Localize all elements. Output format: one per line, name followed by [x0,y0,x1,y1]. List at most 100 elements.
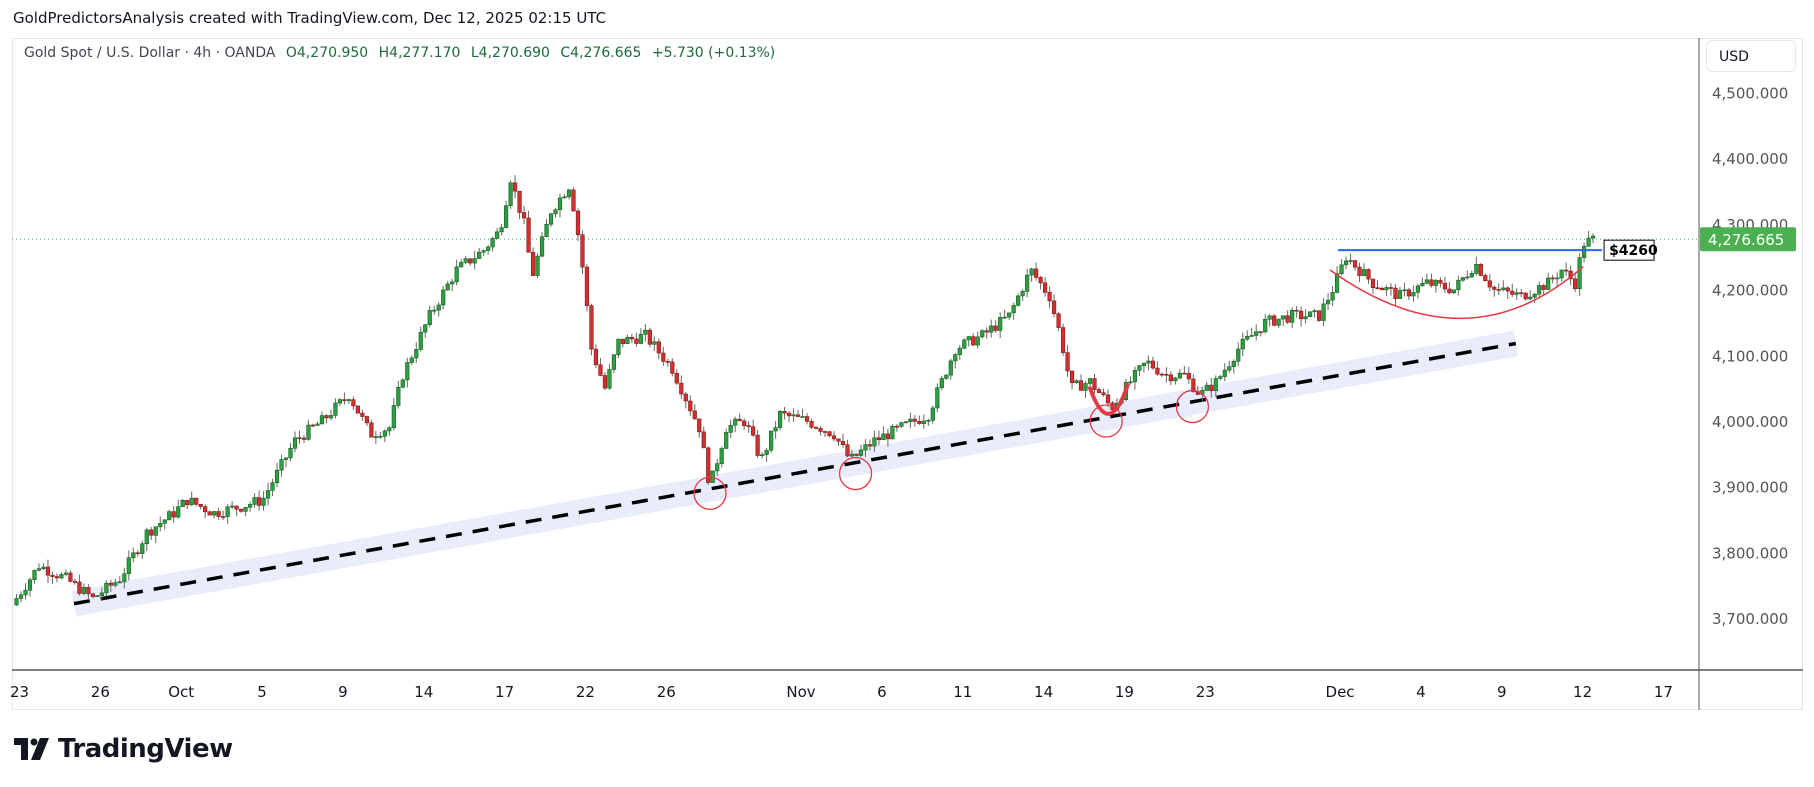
candle-down [1155,367,1160,375]
candle-up [1173,377,1178,382]
candle-down [185,500,190,506]
candle-down [634,338,639,344]
price-tick-label: 4,400.000 [1712,150,1788,168]
candle-up [427,310,432,326]
candle-up [23,589,28,596]
candle-down [1060,327,1066,353]
candle-up [1308,311,1313,318]
candle-up [274,469,280,484]
candle-down [1483,275,1488,282]
chart-panel[interactable] [12,38,1803,710]
candle-up [283,457,289,460]
candle-up [980,330,985,338]
candle-down [831,435,837,440]
tradingview-logo-icon [14,738,49,760]
candle-down [171,511,176,518]
candle-up [95,595,100,597]
candle-up [486,246,491,251]
candle-up [773,427,778,432]
candle-down [526,217,531,253]
candle-down [234,505,239,510]
candle-up [1240,338,1245,350]
change-value: +5.730 (+0.13%) [651,45,776,61]
candle-down [355,405,360,414]
candle-down [203,506,208,513]
candle-up [1325,299,1331,305]
time-axis[interactable]: 23 26 Oct 5 9 14 17 22 26 Nov 6 11 14 19 23 Dec 4 9 12 17 [10,683,1673,701]
candle-up [863,444,868,451]
candle-down [1541,285,1546,290]
time-tick-label: 12 [1573,683,1592,701]
candle-up [495,231,500,239]
time-tick-label: Oct [168,683,194,701]
price-axis[interactable]: 4,500.0004,400.0004,300.0004,200.0004,10… [1700,85,1796,629]
candle-up [436,304,441,311]
candle-up [99,592,104,596]
candle-down [656,341,661,354]
candle-up [921,420,926,424]
candle-down [692,410,697,420]
candle-down [589,305,594,350]
candle-down [1505,287,1510,292]
currency-button[interactable]: USD [1706,40,1796,72]
time-tick-label: 23 [1196,683,1215,701]
candle-up [1177,372,1182,379]
candle-up [1348,260,1353,262]
candle-down [1496,289,1501,291]
candle-up [899,422,904,427]
candle-up [1263,318,1268,333]
candle-down [688,400,693,412]
candle-down [1105,394,1111,404]
candle-down [1043,282,1048,293]
candle-up [652,341,657,345]
time-tick-label: 14 [414,683,433,701]
candle-up [1555,277,1560,280]
candle-down [45,566,51,576]
candle-up [1276,318,1281,326]
symbol-legend: Gold Spot / U.S. Dollar · 4h · OANDA O4,… [24,45,775,61]
candle-down [521,212,527,219]
candle-down [742,420,747,426]
candle-down [1487,280,1492,288]
candle-up [189,497,194,506]
candle-down [256,497,262,506]
candle-up [459,262,464,268]
candle-up [409,357,414,363]
open-value: O4,270.950 [285,45,369,61]
candle-up [1537,285,1542,295]
candle-up [504,205,509,228]
candle-down [1429,279,1434,286]
candle-down [971,336,976,346]
candle-up [1334,273,1340,293]
candle-up [144,529,149,545]
candle-down [1442,282,1447,290]
candle-up [225,506,230,517]
candle-down [665,361,670,363]
candle-down [1101,392,1106,396]
candle-up [499,227,504,233]
candle-up [553,209,558,215]
candle-up [1303,316,1308,320]
candle-up [477,251,482,259]
candle-up [1204,384,1209,391]
tradingview-logo[interactable]: TradingView [14,734,233,764]
candle-up [315,423,320,426]
candle-down [216,511,221,517]
candle-down [1159,373,1164,376]
candle-up [122,573,127,583]
candle-up [405,362,410,381]
candle-up [167,511,172,521]
candle-up [113,582,118,586]
symbol-title[interactable]: Gold Spot / U.S. Dollar · 4h · OANDA [24,45,276,61]
candle-up [450,281,455,285]
candle-up [328,415,334,419]
candle-down [1285,315,1290,323]
price-tick-label: 3,900.000 [1712,479,1788,497]
candle-up [27,579,33,591]
candle-up [131,552,136,559]
candle-down [845,444,850,457]
candle-up [1281,315,1286,320]
candle-down [1191,378,1196,392]
candle-up [454,266,459,283]
